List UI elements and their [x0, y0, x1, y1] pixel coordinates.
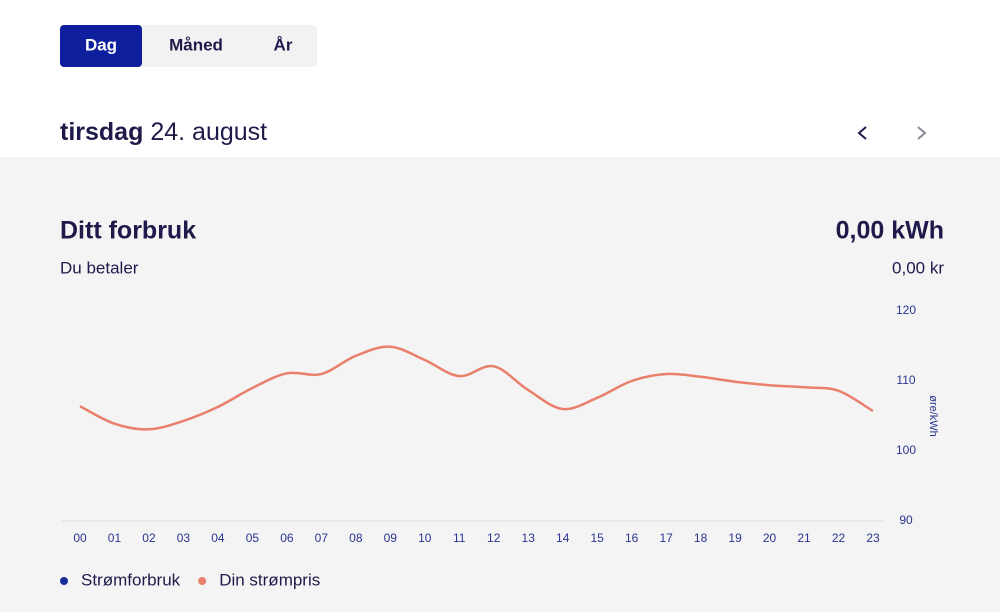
x-tick-label: 21: [797, 531, 811, 545]
x-tick-label: 16: [625, 531, 639, 545]
legend-label: Strømforbruk: [81, 570, 181, 589]
x-tick-label: 02: [142, 531, 156, 545]
x-tick-label: 11: [453, 531, 466, 545]
x-tick-label: 14: [556, 531, 570, 545]
x-tick-label: 13: [522, 531, 536, 545]
x-tick-label: 04: [211, 531, 225, 545]
tab-day[interactable]: Dag: [85, 35, 117, 54]
legend-marker: [198, 577, 207, 585]
price-line: [79, 345, 874, 431]
summary-title: Ditt forbruk: [60, 217, 196, 245]
y-tick-label: 90: [899, 513, 913, 527]
legend-marker: [60, 577, 68, 585]
summary-cost: 0,00 kr: [892, 258, 944, 277]
tab-month[interactable]: Måned: [169, 35, 223, 54]
x-tick-label: 18: [694, 531, 708, 545]
x-tick-label: 07: [315, 531, 329, 545]
x-tick-label: 23: [866, 531, 880, 545]
x-tick-label: 12: [487, 531, 501, 545]
x-tick-label: 08: [349, 531, 363, 545]
weekday: tirsdag: [60, 118, 143, 146]
y-tick-label: 100: [896, 443, 916, 457]
x-tick-label: 19: [728, 531, 742, 545]
x-tick-label: 05: [246, 531, 260, 545]
x-tick-label: 17: [659, 531, 673, 545]
x-tick-label: 03: [177, 531, 191, 545]
x-tick-label: 10: [418, 531, 432, 545]
x-tick-label: 00: [73, 531, 87, 545]
day: 24. august: [150, 118, 267, 146]
legend-label: Din strømpris: [219, 570, 320, 589]
next-arrow[interactable]: [917, 126, 927, 140]
panel-background: [0, 157, 1000, 612]
tab-active-background[interactable]: [60, 25, 142, 67]
x-tick-label: 15: [590, 531, 604, 545]
prev-arrow[interactable]: [857, 126, 867, 140]
x-tick-label: 01: [108, 531, 122, 545]
x-tick-label: 22: [832, 531, 846, 545]
summary-value: 0,00 kWh: [836, 217, 944, 245]
x-tick-label: 20: [763, 531, 777, 545]
y-axis-label: øre/kWh: [927, 395, 939, 437]
date-heading: tirsdag 24. august: [60, 118, 267, 146]
summary-subtitle: Du betaler: [60, 258, 139, 277]
x-tick-label: 09: [384, 531, 398, 545]
y-tick-label: 110: [896, 373, 915, 387]
y-tick-label: 120: [896, 303, 916, 317]
x-tick-label: 06: [280, 531, 294, 545]
tab-year[interactable]: År: [274, 35, 293, 54]
